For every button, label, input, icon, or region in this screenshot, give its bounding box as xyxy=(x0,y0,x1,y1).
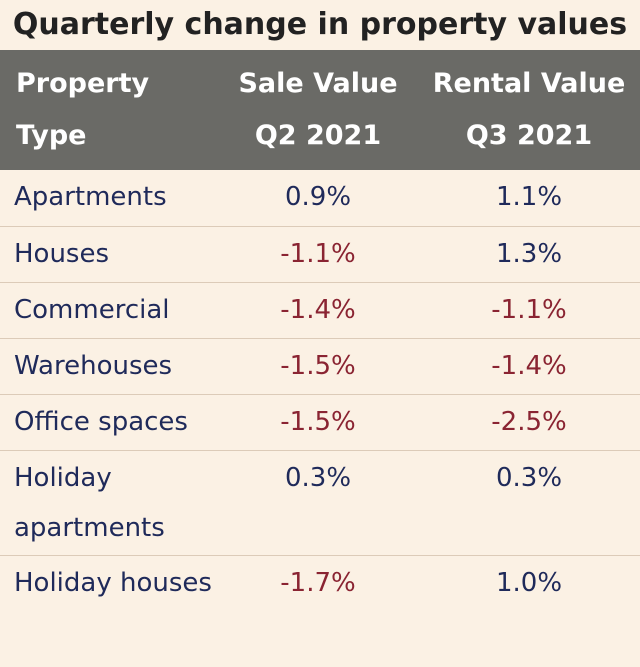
cell-property-type: Apartments xyxy=(14,182,167,212)
table-body: Apartments 0.9% 1.1% Houses -1.1% 1.3% Commerc… xyxy=(0,170,640,659)
table-row: Warehouses -1.5% -1.4% xyxy=(0,338,640,394)
header-sale-value-line2: Q2 2021 xyxy=(254,120,382,151)
table-row: Apartments 0.9% 1.1% xyxy=(0,170,640,226)
cell-property-type: Office spaces xyxy=(14,406,188,437)
table-row: Houses -1.1% 1.3% xyxy=(0,226,640,282)
cell-sale-value: -1.5% xyxy=(280,406,356,437)
table-row: Office spaces -1.5% -2.5% xyxy=(0,394,640,450)
cell-property-type: Houses xyxy=(14,238,110,269)
table-header-row: Property Type Sale Value Q2 2021 Rental … xyxy=(0,50,640,170)
cell-rental-value: -1.1% xyxy=(491,294,567,325)
cell-rental-value: -2.5% xyxy=(491,406,567,437)
cell-sale-value: -1.4% xyxy=(280,294,356,325)
cell-property-type: Holiday apartments xyxy=(14,462,165,543)
header-rental-value-line1: Rental Value xyxy=(432,68,626,99)
header-property-type: Property Type xyxy=(0,50,218,170)
cell-property-type: Commercial xyxy=(14,294,170,325)
header-sale-value: Sale Value Q2 2021 xyxy=(218,50,418,170)
table-row: Commercial -1.4% -1.1% xyxy=(0,282,640,338)
cell-sale-value: -1.7% xyxy=(280,567,356,598)
chart-title: Quarterly change in property values xyxy=(12,7,628,42)
cell-sale-value: -1.5% xyxy=(280,350,356,381)
cell-property-type: Warehouses xyxy=(14,350,173,381)
header-rental-value-line2: Q3 2021 xyxy=(465,120,593,151)
cell-rental-value: 1.0% xyxy=(495,567,563,598)
table-row: Holiday houses -1.7% 1.0% xyxy=(0,555,640,659)
cell-rental-value: 1.3% xyxy=(495,238,563,269)
cell-property-type: Holiday houses xyxy=(14,567,212,598)
cell-sale-value: 0.3% xyxy=(284,462,352,493)
cell-sale-value: -1.1% xyxy=(280,238,356,269)
table-row: Holiday apartments 0.3% 0.3% xyxy=(0,450,640,555)
header-sale-value-line1: Sale Value xyxy=(238,68,398,99)
header-rental-value: Rental Value Q3 2021 xyxy=(418,50,640,170)
cell-rental-value: -1.4% xyxy=(491,350,567,381)
cell-rental-value: 1.1% xyxy=(495,182,563,212)
property-values-table: Property Type Sale Value Q2 2021 Rental … xyxy=(0,50,640,659)
cell-rental-value: 0.3% xyxy=(495,462,563,493)
header-property-type-line1: Property xyxy=(16,68,150,99)
cell-sale-value: 0.9% xyxy=(284,182,352,212)
header-property-type-line2: Type xyxy=(16,120,87,151)
